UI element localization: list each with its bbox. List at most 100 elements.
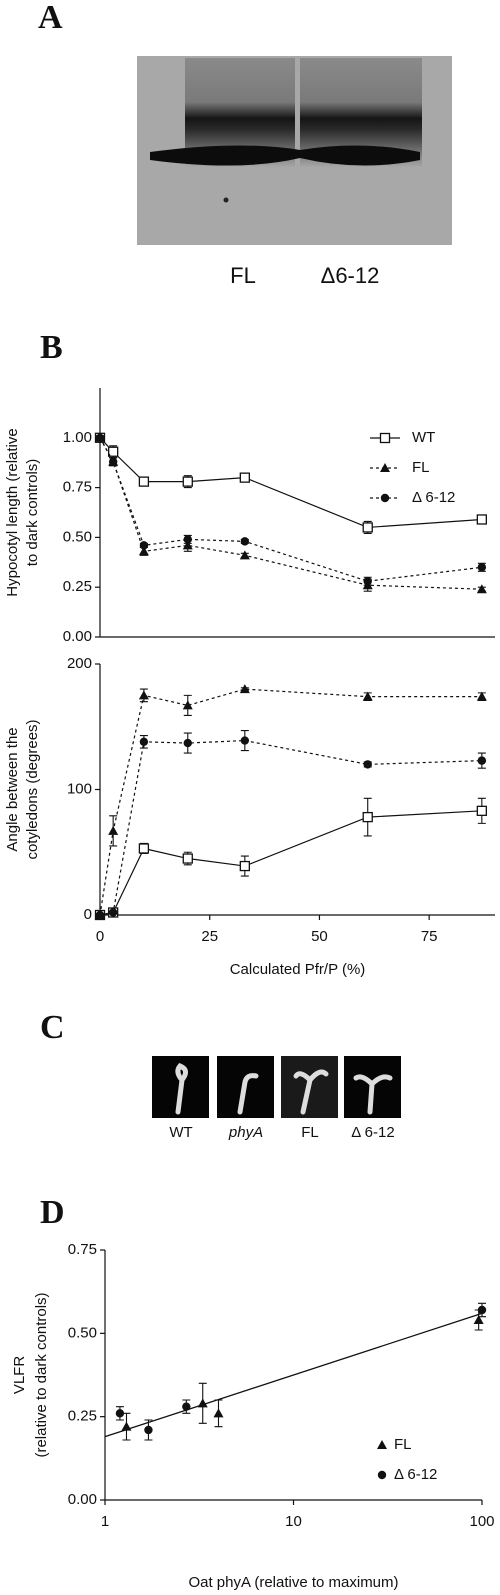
marker bbox=[108, 457, 118, 466]
marker bbox=[380, 463, 390, 472]
x-tick-label: 100 bbox=[469, 1513, 494, 1530]
y-axis-label: Angle between the bbox=[4, 727, 21, 851]
marker bbox=[239, 550, 250, 560]
x-tick-label: 1 bbox=[101, 1513, 109, 1530]
marker bbox=[240, 736, 250, 745]
x-tick-label: 75 bbox=[421, 928, 438, 945]
seedling-label: WT bbox=[169, 1124, 192, 1141]
seedling bbox=[237, 1073, 259, 1115]
x-tick-label: 25 bbox=[201, 928, 218, 945]
panel-label: B bbox=[40, 329, 63, 366]
marker bbox=[183, 535, 192, 544]
marker bbox=[240, 537, 250, 546]
marker bbox=[108, 825, 119, 835]
marker bbox=[362, 811, 373, 823]
fit-line bbox=[104, 1312, 483, 1438]
legend-label: Δ 6-12 bbox=[394, 1466, 437, 1483]
x-axis-label: Oat phyA (relative to maximum) bbox=[188, 1574, 398, 1591]
marker bbox=[239, 472, 250, 483]
legend-label: FL bbox=[412, 459, 430, 476]
series-line bbox=[99, 688, 482, 916]
y-tick-label: 200 bbox=[67, 655, 92, 672]
marker bbox=[377, 1470, 387, 1480]
blot-spot bbox=[223, 197, 229, 203]
legend-label: FL bbox=[394, 1436, 412, 1453]
y-tick-label: 0.50 bbox=[68, 1324, 97, 1341]
marker bbox=[477, 756, 487, 765]
marker bbox=[182, 853, 193, 864]
y-tick-label: 0.00 bbox=[68, 1491, 97, 1508]
seedling bbox=[175, 1063, 188, 1115]
marker bbox=[477, 1305, 487, 1315]
y-tick-label: 100 bbox=[67, 780, 92, 797]
y-axis-label: VLFR bbox=[11, 1356, 28, 1395]
seedling bbox=[353, 1074, 393, 1115]
seedling-images bbox=[152, 1056, 401, 1118]
marker bbox=[476, 691, 487, 701]
panel-label: D bbox=[40, 1194, 65, 1231]
y-tick-label: 0.25 bbox=[63, 578, 92, 595]
y-tick-label: 0.50 bbox=[63, 528, 92, 545]
marker bbox=[183, 738, 192, 748]
legend-label: Δ 6-12 bbox=[412, 489, 455, 506]
marker bbox=[363, 760, 372, 769]
marker bbox=[377, 1440, 387, 1449]
marker bbox=[182, 540, 193, 550]
marker bbox=[95, 910, 105, 920]
series-line bbox=[99, 437, 482, 529]
marker bbox=[239, 684, 250, 694]
x-tick-label: 0 bbox=[96, 928, 104, 945]
y-axis-label: cotyledons (degrees) bbox=[24, 719, 41, 859]
x-tick-label: 10 bbox=[285, 1513, 302, 1530]
marker bbox=[477, 563, 487, 572]
marker bbox=[138, 476, 150, 487]
seedling-label: Δ 6-12 bbox=[351, 1124, 394, 1141]
marker bbox=[182, 700, 193, 710]
marker bbox=[476, 514, 487, 525]
marker bbox=[213, 1408, 224, 1418]
x-tick-label: 50 bbox=[311, 928, 328, 945]
marker bbox=[379, 432, 391, 444]
marker bbox=[139, 541, 149, 550]
marker bbox=[144, 1425, 153, 1435]
y-axis-label: to dark controls) bbox=[24, 459, 41, 567]
y-tick-label: 0.25 bbox=[68, 1408, 97, 1425]
y-axis-label: Hypocotyl length (relative bbox=[4, 428, 21, 596]
marker bbox=[476, 805, 487, 816]
blot-image bbox=[137, 56, 452, 245]
marker bbox=[108, 908, 118, 917]
lane-label: FL bbox=[230, 263, 256, 288]
marker bbox=[380, 493, 390, 503]
y-tick-label: 0.00 bbox=[63, 628, 92, 645]
marker bbox=[197, 1398, 208, 1408]
marker bbox=[239, 860, 250, 872]
marker bbox=[138, 843, 150, 854]
seedling-label: FL bbox=[301, 1124, 319, 1141]
marker bbox=[182, 1402, 191, 1411]
panel-label: A bbox=[38, 0, 63, 36]
y-tick-label: 1.00 bbox=[63, 429, 92, 446]
blot-band bbox=[150, 145, 420, 166]
marker bbox=[95, 433, 105, 442]
series-line bbox=[99, 739, 482, 916]
y-tick-label: 0.75 bbox=[63, 479, 92, 496]
series-line bbox=[99, 810, 482, 916]
seedling bbox=[293, 1069, 329, 1115]
marker bbox=[363, 577, 372, 586]
marker bbox=[138, 690, 149, 700]
marker bbox=[108, 446, 119, 457]
y-tick-label: 0.75 bbox=[68, 1241, 97, 1258]
marker bbox=[182, 476, 193, 487]
lane-label: Δ6-12 bbox=[321, 263, 380, 288]
y-axis-label: (relative to dark controls) bbox=[33, 1292, 50, 1457]
y-tick-label: 0 bbox=[84, 906, 92, 923]
marker bbox=[473, 1315, 484, 1324]
marker bbox=[139, 737, 149, 747]
marker bbox=[138, 546, 149, 556]
marker bbox=[362, 522, 373, 533]
marker bbox=[476, 584, 487, 594]
marker bbox=[362, 691, 373, 701]
marker bbox=[115, 1409, 125, 1418]
panel-label: C bbox=[40, 1009, 65, 1046]
